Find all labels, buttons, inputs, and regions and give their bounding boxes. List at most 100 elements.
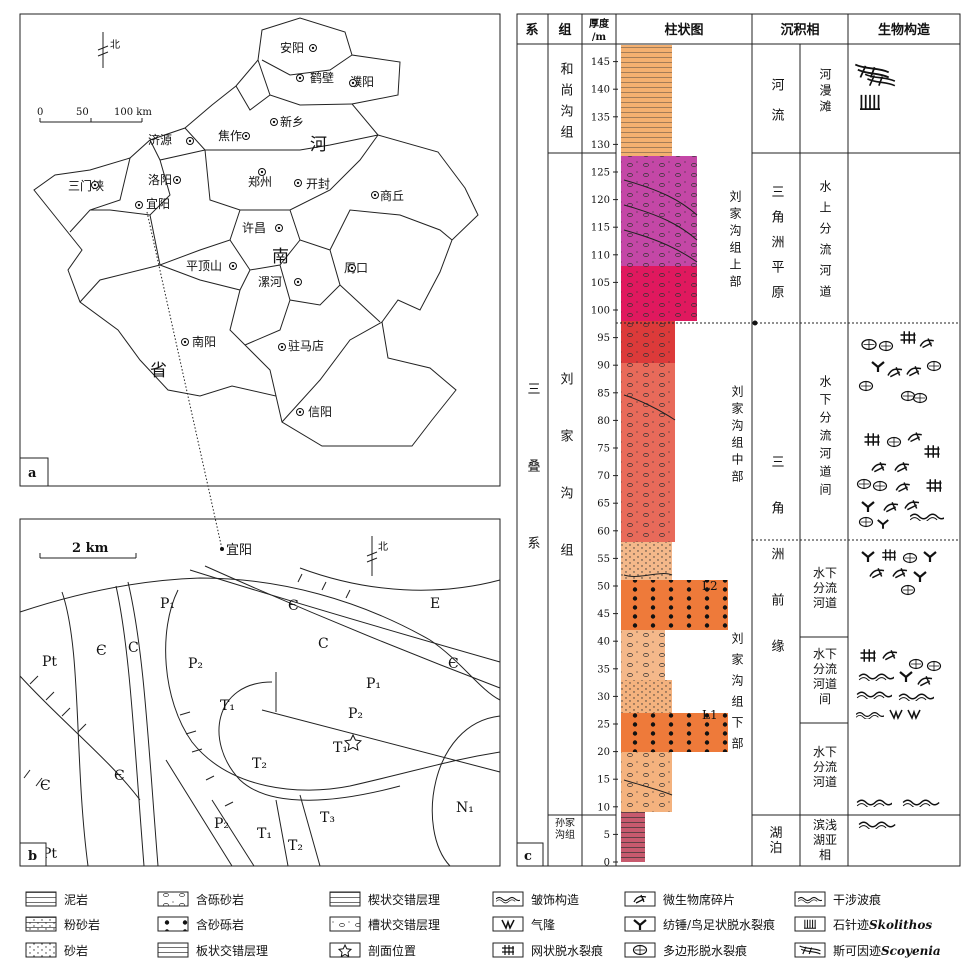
unit-label: E [430, 596, 440, 612]
depth-tick-label: 85 [597, 388, 610, 399]
legend-label: 多边形脱水裂痕 [663, 943, 747, 958]
facies: 三角洲前缘 [769, 455, 785, 685]
depth-tick-label: 55 [597, 554, 610, 565]
member: 刘家沟组上部 [728, 190, 742, 292]
depth-tick-label: 5 [604, 830, 610, 841]
depth-tick-label: 100 [591, 306, 610, 317]
depth-tick-label: 90 [597, 361, 610, 372]
legend-label: 气隆 [531, 917, 555, 932]
legend-text: 砂岩 [64, 943, 88, 958]
city-label: 洛阳 [148, 172, 172, 187]
section-label: L2 [702, 579, 718, 593]
boundary-marker [752, 320, 758, 326]
legend-label: 粉砂岩 [64, 917, 100, 932]
depth-tick-label: 120 [591, 195, 610, 206]
depth-tick-label: 40 [597, 637, 610, 648]
unit-label: Pt [42, 654, 57, 670]
city-dot [296, 181, 300, 185]
unit-label: T₂ [288, 838, 303, 854]
city-dot [298, 76, 302, 80]
legend-text: 粉砂岩 [64, 917, 100, 932]
city-label: 平顶山 [186, 259, 222, 273]
subfacies-text: 水下分流河道 [812, 566, 837, 610]
panel-label-box [19, 457, 49, 487]
legend-icon-frame [329, 942, 361, 958]
legend-icon [25, 942, 57, 958]
legend-label: 皱饰构造 [531, 892, 579, 907]
city-dot [188, 139, 192, 143]
formation-text: 孙家沟组 [555, 818, 575, 841]
depth-tick-label: 45 [597, 609, 610, 620]
city-dot [277, 226, 281, 230]
city-dot [272, 120, 276, 124]
panel-label-box [516, 842, 544, 867]
facies: 河流 [769, 78, 785, 138]
geologic-boundaries [19, 565, 501, 867]
subfacies-text: 水下分流河道间 [812, 647, 837, 706]
column-layers [621, 45, 728, 862]
unit-label: N₁ [456, 800, 474, 816]
formation: 和尚沟组 [558, 62, 574, 146]
depth-tick-label: 25 [597, 720, 610, 731]
subfacies-text: 滨浅湖亚相 [812, 818, 837, 862]
legend-label: 斯可因迹Scoyenia [833, 944, 941, 958]
city-dot [137, 203, 141, 207]
north-arrow [97, 32, 109, 68]
location-connector [146, 211, 223, 550]
city-dot [298, 410, 302, 414]
unit-label: C [318, 636, 329, 652]
unit-label: Є [288, 598, 299, 614]
unit-label: Є [114, 768, 125, 784]
facies: 湖泊 [769, 826, 782, 856]
depth-tick-label: 75 [597, 444, 610, 455]
city-dot [296, 280, 300, 284]
depth-tick-label: 145 [591, 57, 610, 68]
subfacies: 水下分流河道间 [818, 375, 832, 501]
unit-label: P₂ [348, 706, 363, 722]
legend-label: 槽状交错层理 [368, 917, 440, 932]
depth-tick-label: 130 [591, 140, 610, 151]
city-dot [311, 46, 315, 50]
city-label: 商丘 [380, 188, 404, 203]
town-label: 宜阳 [226, 543, 252, 558]
unit-label: T₁ [220, 698, 235, 714]
city-label: 南阳 [192, 334, 216, 349]
depth-tick-label: 140 [591, 85, 610, 96]
city-label: 焦作 [218, 129, 242, 143]
city-dot [350, 266, 354, 270]
depth-tick-label: 20 [597, 747, 610, 758]
depth-tick-label: 95 [597, 333, 610, 344]
subfacies: 河漫滩 [818, 68, 832, 116]
header: 柱状图 [664, 22, 703, 38]
city-dot [260, 170, 264, 174]
legend-text: 含砾砂岩 [196, 892, 244, 907]
unit-label: P₂ [188, 656, 203, 672]
legend-text: 微生物席碎片 [663, 892, 735, 907]
subfacies: 水上分流河道 [818, 180, 832, 306]
legend-label: 砂岩 [64, 943, 88, 958]
province-char: 南 [272, 247, 289, 267]
legend-icon-frame [624, 891, 656, 907]
legend-icon-frame [492, 891, 524, 907]
legend-icon [632, 944, 648, 956]
legend-label: 板状交错层理 [196, 943, 268, 958]
header: 组 [558, 22, 571, 38]
depth-tick-label: 135 [591, 112, 610, 123]
scale-label: 100 km [114, 107, 152, 118]
legend-label: 楔状交错层理 [368, 892, 440, 907]
unit-label: Є [40, 778, 51, 794]
scale-label: 50 [76, 107, 89, 118]
facies: 三角洲平原 [769, 185, 785, 310]
province-char: 河 [310, 135, 327, 155]
formation: 孙家沟组 [555, 818, 575, 841]
depth-tick-label: 70 [597, 471, 610, 482]
panel-a-frame [19, 13, 501, 487]
unit-label: T₁ [257, 826, 272, 842]
panel-b-frame [19, 518, 501, 867]
north-arrow [366, 536, 378, 576]
panel-label: a [28, 466, 37, 481]
formation: 刘家沟组 [558, 372, 574, 600]
depth-tick-label: 65 [597, 499, 610, 510]
